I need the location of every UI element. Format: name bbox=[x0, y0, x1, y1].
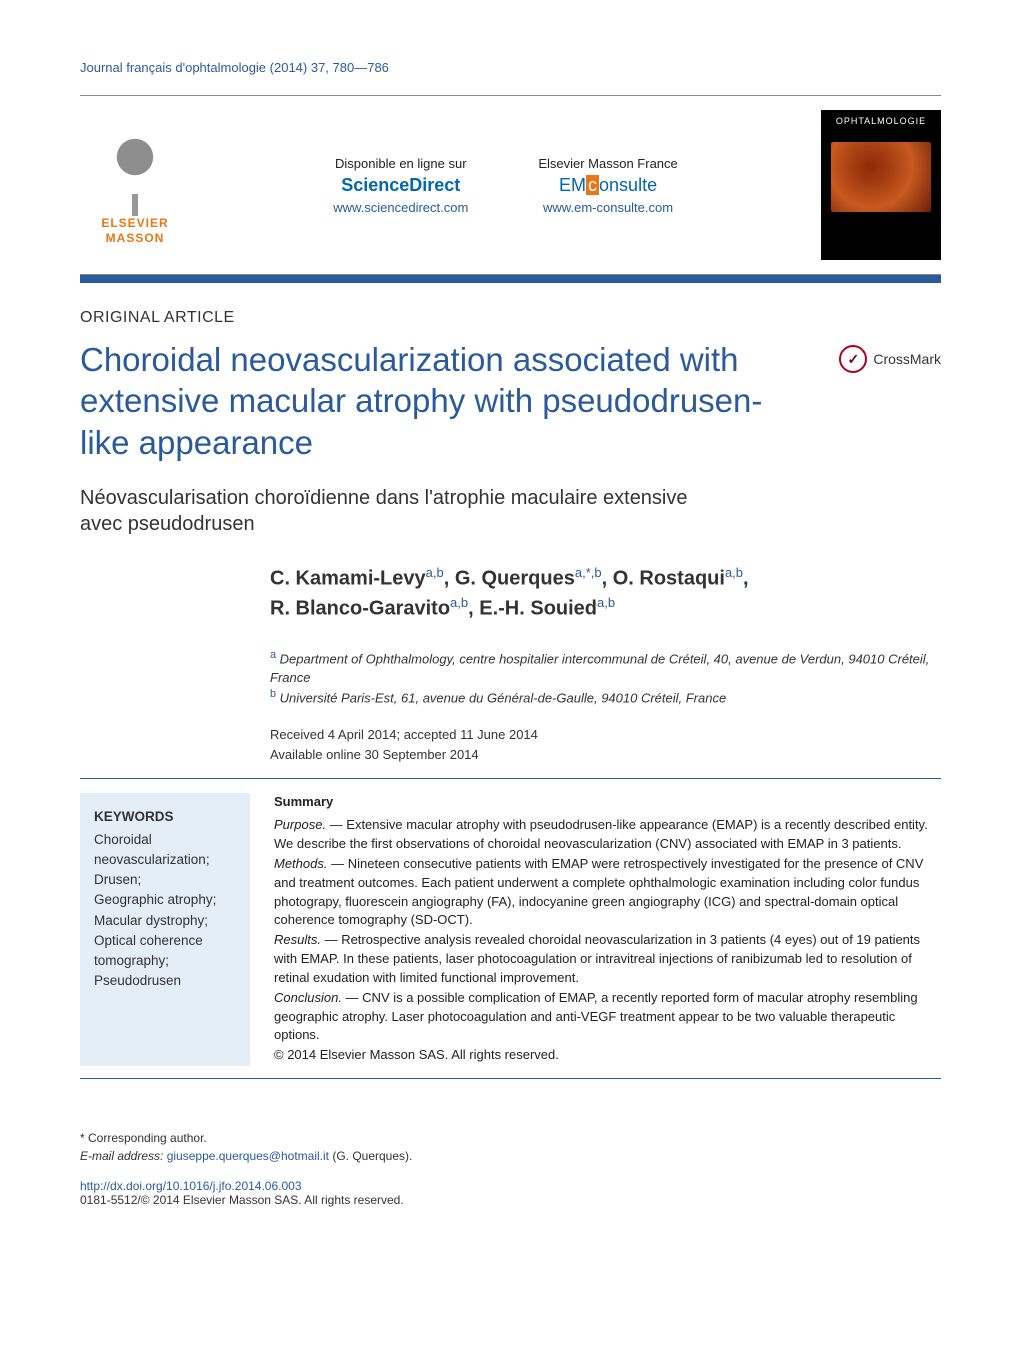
abstract-copyright: © 2014 Elsevier Masson SAS. All rights r… bbox=[274, 1046, 941, 1065]
em-consulte-logo: EMconsulte bbox=[538, 175, 677, 196]
author-1-affil: a,b bbox=[426, 565, 444, 580]
affiliation-b: Université Paris-Est, 61, avenue du Géné… bbox=[276, 690, 726, 705]
results-text: — Retrospective analysis revealed choroi… bbox=[274, 932, 920, 985]
article-footer: http://dx.doi.org/10.1016/j.jfo.2014.06.… bbox=[80, 1179, 941, 1207]
issn-copyright: 0181-5512/© 2014 Elsevier Masson SAS. Al… bbox=[80, 1193, 941, 1207]
publisher-header: ELSEVIER MASSON Disponible en ligne sur … bbox=[80, 95, 941, 275]
sciencedirect-link[interactable]: www.sciencedirect.com bbox=[333, 200, 468, 215]
sciencedirect-logo: ScienceDirect bbox=[333, 175, 468, 196]
header-separator bbox=[80, 275, 941, 283]
emf-label: Elsevier Masson France bbox=[538, 156, 677, 171]
conclusion-text: — CNV is a possible complication of EMAP… bbox=[274, 990, 918, 1043]
doi-link[interactable]: http://dx.doi.org/10.1016/j.jfo.2014.06.… bbox=[80, 1179, 941, 1193]
authors-block: C. Kamami-Levya,b, G. Querquesa,*,b, O. … bbox=[270, 563, 941, 624]
author-2: , G. Querques bbox=[444, 567, 575, 589]
keywords-heading: KEYWORDS bbox=[94, 807, 236, 827]
crossmark-label: CrossMark bbox=[873, 351, 941, 367]
corr-label: * Corresponding author. bbox=[80, 1129, 941, 1147]
divider-top bbox=[80, 778, 941, 779]
purpose-text: — Extensive macular atrophy with pseudod… bbox=[274, 817, 928, 851]
summary-heading: Summary bbox=[274, 793, 941, 812]
email-tail: (G. Querques). bbox=[329, 1149, 412, 1163]
elsevier-masson-logo: ELSEVIER MASSON bbox=[80, 125, 190, 245]
em-consulte-link[interactable]: www.em-consulte.com bbox=[543, 200, 673, 215]
author-1: C. Kamami-Levy bbox=[270, 567, 426, 589]
article-dates: Received 4 April 2014; accepted 11 June … bbox=[270, 725, 941, 764]
email-label: E-mail address: bbox=[80, 1149, 167, 1163]
author-2-affil: a,*,b bbox=[575, 565, 602, 580]
corresponding-email[interactable]: giuseppe.querques@hotmail.it bbox=[167, 1149, 329, 1163]
author-3: , O. Rostaqui bbox=[602, 567, 725, 589]
masson-word: MASSON bbox=[106, 231, 165, 245]
journal-reference: Journal français d'ophtalmologie (2014) … bbox=[80, 60, 941, 75]
corresponding-author-footnote: * Corresponding author. E-mail address: … bbox=[80, 1129, 941, 1165]
author-5-affil: a,b bbox=[597, 595, 615, 610]
methods-lead: Methods. bbox=[274, 856, 327, 871]
sd-word: ScienceDirect bbox=[341, 175, 460, 195]
article-title: Choroidal neovascularization associated … bbox=[80, 339, 809, 463]
keywords-box: KEYWORDS Choroidal neovascularization; D… bbox=[80, 793, 250, 1066]
keywords-list: Choroidal neovascularization; Drusen; Ge… bbox=[94, 830, 236, 992]
emc-prefix: EM bbox=[559, 175, 586, 195]
cover-title: OPHTALMOLOGIE bbox=[821, 110, 941, 132]
divider-bottom bbox=[80, 1078, 941, 1079]
methods-text: — Nineteen consecutive patients with EMA… bbox=[274, 856, 923, 928]
article-type: ORIGINAL ARTICLE bbox=[80, 309, 941, 327]
cover-image-icon bbox=[831, 142, 931, 212]
disponible-label: Disponible en ligne sur bbox=[333, 156, 468, 171]
affiliation-a: Department of Ophthalmology, centre hosp… bbox=[270, 651, 929, 684]
crossmark-icon: ✓ bbox=[839, 345, 867, 373]
author-4: R. Blanco-Garavito bbox=[270, 598, 450, 620]
journal-cover-thumbnail: OPHTALMOLOGIE bbox=[821, 110, 941, 260]
abstract: Summary Purpose. — Extensive macular atr… bbox=[274, 793, 941, 1066]
author-4-affil: a,b bbox=[450, 595, 468, 610]
emc-suffix: onsulte bbox=[599, 175, 657, 195]
article-subtitle: Néovascularisation choroïdienne dans l'a… bbox=[80, 485, 720, 537]
affiliations: a Department of Ophthalmology, centre ho… bbox=[270, 648, 941, 707]
purpose-lead: Purpose. bbox=[274, 817, 326, 832]
elsevier-tree-icon bbox=[90, 136, 180, 216]
conclusion-lead: Conclusion. bbox=[274, 990, 342, 1005]
available-date: Available online 30 September 2014 bbox=[270, 745, 941, 765]
emc-c-icon: c bbox=[586, 175, 599, 195]
sciencedirect-block: Disponible en ligne sur ScienceDirect ww… bbox=[333, 156, 468, 215]
author-3-affil: a,b bbox=[725, 565, 743, 580]
elsevier-word: ELSEVIER bbox=[101, 216, 168, 230]
results-lead: Results. bbox=[274, 932, 321, 947]
crossmark-badge[interactable]: ✓ CrossMark bbox=[839, 345, 941, 373]
received-date: Received 4 April 2014; accepted 11 June … bbox=[270, 725, 941, 745]
em-consulte-block: Elsevier Masson France EMconsulte www.em… bbox=[538, 156, 677, 215]
author-5: , E.-H. Souied bbox=[468, 598, 597, 620]
